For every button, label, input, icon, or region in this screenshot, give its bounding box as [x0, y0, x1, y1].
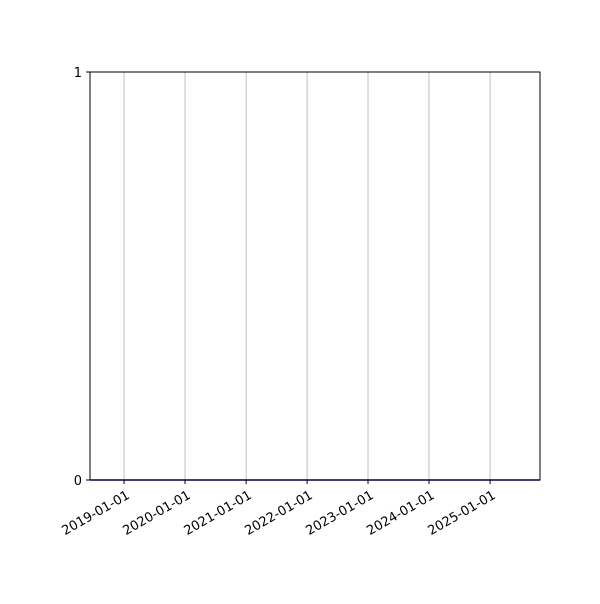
grid-lines [123, 72, 491, 480]
plot-area-frame [89, 71, 541, 481]
x-tick-label: 2020-01-01 [120, 488, 193, 539]
x-tick-label: 2024-01-01 [364, 488, 437, 539]
x-axis: 2019-01-012020-01-012021-01-012022-01-01… [60, 480, 499, 539]
y-axis: 01 [74, 66, 90, 489]
x-tick-label: 2023-01-01 [303, 488, 376, 539]
x-tick-label: 2022-01-01 [243, 488, 316, 539]
x-tick-label: 2021-01-01 [182, 488, 255, 539]
y-tick-label: 0 [74, 474, 82, 489]
x-tick-label: 2025-01-01 [426, 488, 499, 539]
y-tick-label: 1 [74, 66, 82, 81]
x-tick-label: 2019-01-01 [60, 488, 133, 539]
